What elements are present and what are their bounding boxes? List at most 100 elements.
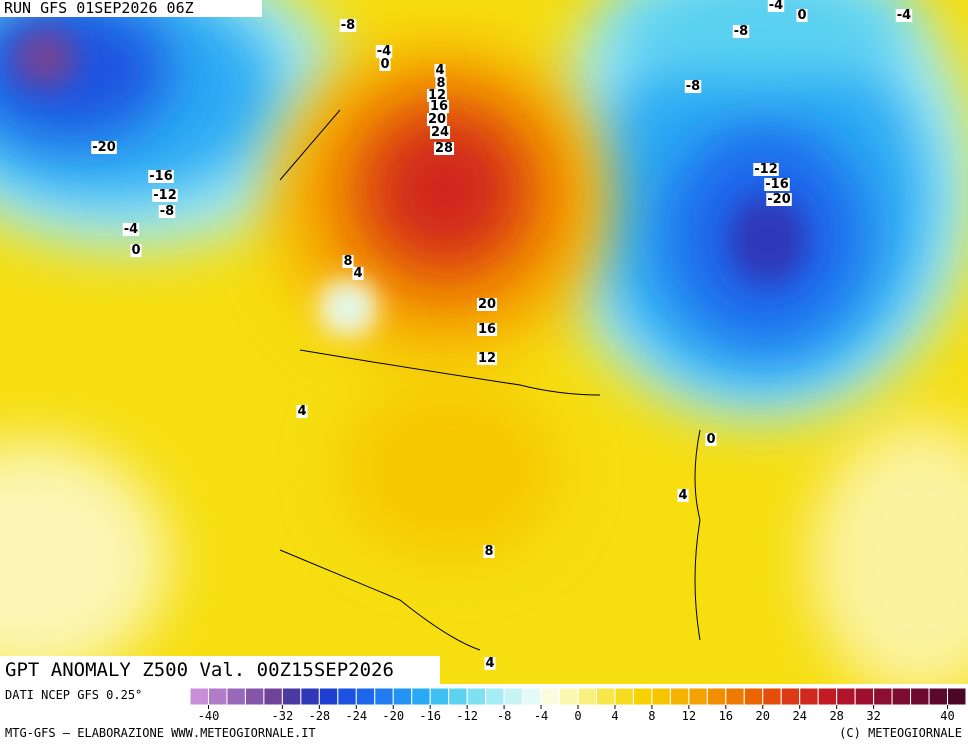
colorbar-tick-label: -20 xyxy=(382,709,404,723)
colorbar-tick-label: -4 xyxy=(534,709,548,723)
header-box xyxy=(0,0,262,17)
contour-label: 16 xyxy=(430,99,448,114)
contour-label: 20 xyxy=(428,112,446,127)
contour-label: -4 xyxy=(769,0,783,13)
contour-label: 0 xyxy=(380,57,389,72)
contour-label: 0 xyxy=(131,243,140,258)
colorbar-swatch xyxy=(854,687,875,706)
colorbar-tick-label: 12 xyxy=(682,709,696,723)
footer-left: MTG-GFS — ELABORAZIONE WWW.METEOGIORNALE… xyxy=(5,726,316,740)
colorbar-swatch xyxy=(466,687,487,706)
colorbar-swatch xyxy=(207,687,228,706)
colorbar-tick-label: -32 xyxy=(272,709,294,723)
colorbar: -40 -32 -28 -24 -20 -16 -12 -8 -4 0 4 8 12 16 20 24 28 32… xyxy=(189,687,967,723)
contour-label-bg xyxy=(375,45,393,58)
contour-label: -8 xyxy=(160,204,174,219)
colorbar-swatch xyxy=(300,687,320,706)
colorbar-tick-label: 40 xyxy=(940,709,954,723)
source-label: DATI NCEP GFS 0.25° xyxy=(5,688,142,702)
colorbar-swatch xyxy=(706,687,727,706)
contour-label: -8 xyxy=(686,79,700,94)
colorbar-swatch xyxy=(485,687,505,706)
colorbar-tick-label: 8 xyxy=(648,709,655,723)
colorbar-swatch xyxy=(910,687,930,706)
contour-label-bg xyxy=(684,80,702,93)
contour-label-bg xyxy=(753,163,779,176)
colorbar-tick-label: -12 xyxy=(456,709,478,723)
contour-label: -4 xyxy=(377,44,391,59)
contour-label-bg xyxy=(428,100,450,113)
contour-label: -8 xyxy=(734,24,748,39)
colorbar-swatch xyxy=(817,687,838,706)
contour-labels: -8-40 481216202428-20-16-12-8-40842016124… xyxy=(91,0,913,671)
contour-label: 4 xyxy=(353,266,362,281)
colorbar-swatch xyxy=(244,687,265,706)
contour-label: -4 xyxy=(897,8,911,23)
colorbar-tick-label: -16 xyxy=(419,709,441,723)
colorbar-swatch xyxy=(799,687,819,706)
contour-label-bg xyxy=(426,113,448,126)
anomaly-field xyxy=(0,0,968,684)
contour-label: 0 xyxy=(706,432,715,447)
contour-label-bg xyxy=(429,126,451,139)
colorbar-swatch xyxy=(189,687,209,706)
contour-label: 16 xyxy=(478,322,496,337)
contour-label: 8 xyxy=(436,76,445,91)
colorbar-tick-label: -24 xyxy=(345,709,367,723)
contour-label: 4 xyxy=(297,404,306,419)
contour-label: -16 xyxy=(765,177,789,192)
contour-label-bg xyxy=(148,170,174,183)
colorbar-swatch xyxy=(632,687,653,706)
contour-label: 28 xyxy=(435,141,453,156)
contour-label-bg xyxy=(426,89,448,102)
contour-label: 24 xyxy=(431,125,449,140)
colorbar-swatch xyxy=(836,687,856,706)
colorbar-swatch xyxy=(355,687,376,706)
colorbar-swatch xyxy=(651,687,671,706)
contour-label: -16 xyxy=(149,169,173,184)
contour-label: -4 xyxy=(124,222,138,237)
colorbar-tick-label: 32 xyxy=(866,709,880,723)
colorbar-swatch xyxy=(374,687,394,706)
contour-label-bg xyxy=(895,9,913,22)
contour-label-bg xyxy=(476,298,498,311)
colorbar-tick-label: -40 xyxy=(198,709,220,723)
contour-label-bg xyxy=(158,205,176,218)
colorbar-swatch xyxy=(318,687,339,706)
colorbar-swatch xyxy=(614,687,634,706)
colorbar-swatch xyxy=(392,687,413,706)
title-box xyxy=(0,656,440,684)
contour-label: 8 xyxy=(343,254,352,269)
footer-right: (C) METEOGIORNALE xyxy=(839,726,962,740)
contour-label-bg xyxy=(379,58,391,71)
colorbar-swatch xyxy=(577,687,597,706)
colorbar-swatch xyxy=(595,687,616,706)
contour-label-bg xyxy=(91,141,117,154)
colorbar-tick-label: -8 xyxy=(497,709,511,723)
contour-label-bg xyxy=(122,223,140,236)
contour-label: 12 xyxy=(478,351,496,366)
colorbar-tick-label: -28 xyxy=(308,709,330,723)
colorbar-swatch xyxy=(448,687,468,706)
colorbar-tick-label: 16 xyxy=(719,709,733,723)
contour-label-bg xyxy=(483,545,495,558)
contour-label-bg xyxy=(764,178,790,191)
contour-label-bg xyxy=(296,405,308,418)
contour-label-bg xyxy=(433,142,455,155)
colorbar-swatch xyxy=(281,687,302,706)
contour-label-bg xyxy=(766,193,792,206)
colorbar-swatch xyxy=(429,687,450,706)
colorbar-tick-label: 24 xyxy=(792,709,806,723)
colorbar-swatch xyxy=(337,687,357,706)
colorbar-tick-label: 4 xyxy=(611,709,618,723)
contour-label: -12 xyxy=(153,188,177,203)
contour-label: -20 xyxy=(92,140,116,155)
contour-label: 0 xyxy=(797,8,806,23)
contour-label-bg xyxy=(677,489,689,502)
contour-label: 4 xyxy=(435,63,444,78)
colorbar-tick-label: 28 xyxy=(829,709,843,723)
colorbar-swatch xyxy=(780,687,801,706)
contour-label-bg xyxy=(476,352,498,365)
contour-label-bg xyxy=(484,657,496,670)
